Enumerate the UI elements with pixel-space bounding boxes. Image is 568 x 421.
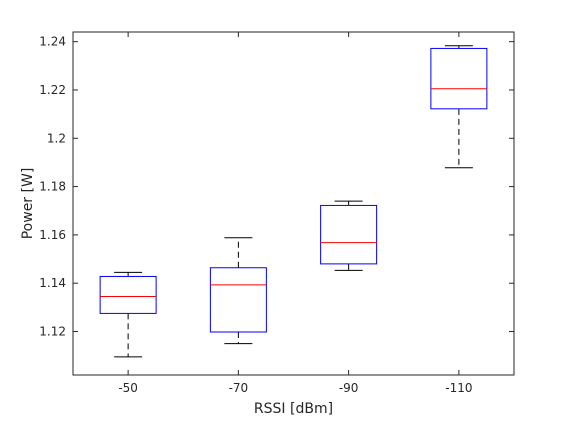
box--110 [430,45,488,169]
x-tick-label: -110 [445,381,472,395]
y-tick-label: 1.16 [39,228,66,242]
x-tick-label: -70 [229,381,249,395]
x-axis-label: RSSI [dBm] [254,401,333,417]
boxes-group [99,45,488,358]
x-axis: -50 -70 -90 -110 [118,32,472,395]
box--90 [320,200,378,271]
y-tick-label: 1.18 [39,180,66,194]
x-tick-label: -50 [118,381,138,395]
y-axis: 1.12 1.14 1.16 1.18 1.2 1.22 1.24 [39,35,514,339]
x-tick-label: -90 [339,381,359,395]
plot-area [72,31,515,376]
box--50 [99,271,157,358]
iqr-box [209,267,267,333]
iqr-box [320,204,378,265]
y-tick-label: 1.14 [39,276,66,290]
iqr-box [430,47,488,110]
y-tick-label: 1.2 [47,131,66,145]
y-tick-label: 1.24 [39,35,66,49]
y-tick-label: 1.12 [39,325,66,339]
box--70 [209,237,267,345]
y-tick-label: 1.22 [39,83,66,97]
y-axis-label: Power [W] [20,168,36,240]
iqr-box [99,275,157,314]
